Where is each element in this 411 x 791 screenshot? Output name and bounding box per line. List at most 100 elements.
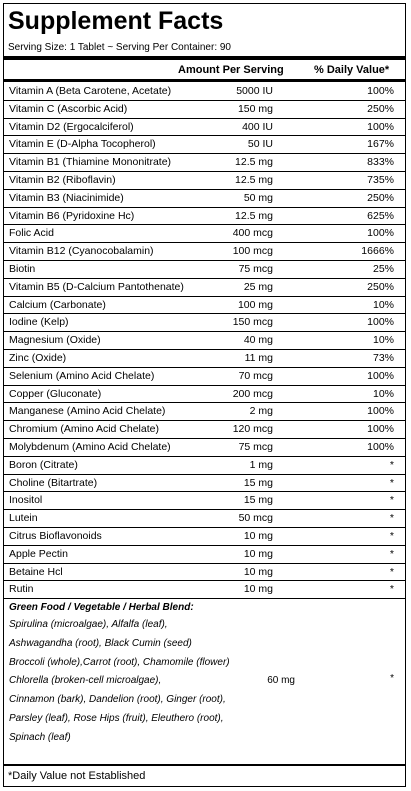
- daily-value: 250%: [367, 102, 394, 115]
- amount: 400 IU: [242, 120, 273, 133]
- amount: 150 mg: [237, 102, 273, 115]
- row-rule: [3, 455, 406, 457]
- blend-daily-value: *: [390, 673, 394, 684]
- nutrient-name: Lutein: [9, 512, 38, 525]
- row-rule: [3, 99, 406, 101]
- daily-value: 25%: [372, 263, 394, 275]
- amount: 15 mg: [243, 494, 273, 507]
- nutrient-name: Citrus Bioflavonoids: [9, 530, 102, 542]
- nutrient-name: Vitamin E (D-Alpha Tocopherol): [9, 138, 156, 151]
- nutrient-name: Zinc (Oxide): [9, 352, 67, 364]
- amount: 150 mcg: [232, 316, 273, 329]
- nutrient-name: Vitamin B3 (Niacinimide): [9, 191, 124, 204]
- nutrient-name: Vitamin B1 (Thiamine Mononitrate): [9, 156, 172, 169]
- daily-value: *: [389, 530, 394, 542]
- daily-value: 100%: [367, 423, 394, 436]
- row-rule: [3, 135, 406, 137]
- amount: 10 mg: [243, 565, 273, 578]
- thick-rule: [3, 764, 406, 766]
- daily-value: *: [389, 512, 394, 525]
- nutrient-name: Choline (Bitartrate): [9, 476, 98, 489]
- daily-value: *: [389, 583, 394, 596]
- row-rule: [3, 277, 406, 279]
- row-rule: [3, 171, 406, 172]
- row-rule: [3, 260, 406, 261]
- column-header: Amount Per Serving: [178, 64, 284, 76]
- amount: 25 mg: [243, 280, 273, 293]
- amount: 10 mg: [243, 547, 273, 560]
- daily-value: 735%: [367, 174, 394, 186]
- row-rule: [3, 580, 406, 582]
- blend-line: Parsley (leaf), Rose Hips (fruit), Eleut…: [9, 713, 224, 724]
- amount: 5000 IU: [236, 85, 273, 97]
- row-rule: [3, 402, 406, 404]
- amount: 10 mg: [243, 530, 273, 542]
- daily-value: 167%: [367, 138, 394, 151]
- row-rule: [3, 420, 406, 422]
- nutrient-name: Boron (Citrate): [9, 458, 78, 471]
- daily-value: 10%: [372, 387, 394, 400]
- amount: 70 mcg: [238, 369, 273, 382]
- row-rule: [3, 117, 406, 119]
- nutrient-name: Molybdenum (Amino Acid Chelate): [9, 441, 171, 453]
- row-rule: [3, 384, 406, 386]
- nutrient-name: Copper (Gluconate): [9, 387, 102, 400]
- daily-value: 1666%: [361, 245, 394, 258]
- daily-value: 73%: [372, 352, 394, 364]
- row-rule: [3, 331, 406, 333]
- nutrient-name: Magnesium (Oxide): [9, 334, 101, 347]
- blend-line: Spinach (leaf): [9, 731, 71, 743]
- daily-value: 10%: [372, 334, 394, 347]
- daily-value: 100%: [367, 85, 394, 97]
- row-rule: [3, 544, 406, 546]
- nutrient-name: Rutin: [9, 583, 34, 596]
- amount: 40 mg: [243, 334, 273, 347]
- daily-value: 100%: [367, 227, 394, 240]
- title: Supplement Facts: [8, 7, 224, 35]
- daily-value: 250%: [367, 280, 394, 293]
- amount: 15 mg: [243, 476, 273, 489]
- nutrient-name: Vitamin C (Ascorbic Acid): [9, 102, 128, 115]
- daily-value: 625%: [367, 209, 394, 222]
- daily-value: 100%: [367, 120, 394, 133]
- row-rule: [3, 153, 406, 155]
- amount: 200 mcg: [232, 387, 273, 400]
- thick-rule: [3, 56, 406, 60]
- nutrient-name: Vitamin B12 (Cyanocobalamin): [9, 245, 154, 258]
- daily-value: *: [389, 565, 394, 578]
- amount: 12.5 mg: [235, 156, 273, 169]
- row-rule: [3, 509, 406, 511]
- nutrient-name: Chromium (Amino Acid Chelate): [9, 423, 159, 436]
- blend-line: Cinnamon (bark), Dandelion (root), Ginge…: [9, 694, 226, 706]
- amount: 12.5 mg: [235, 209, 273, 222]
- blend-line: Spirulina (microalgae), Alfalfa (leaf),: [9, 619, 168, 630]
- nutrient-name: Calcium (Carbonate): [9, 298, 106, 311]
- amount: 11 mg: [244, 352, 273, 364]
- daily-value: 100%: [367, 405, 394, 418]
- row-rule: [3, 491, 406, 493]
- blend-line: Ashwagandha (root), Black Cumin (seed): [9, 637, 192, 649]
- blend-line: Chlorella (broken-cell microalgae),: [9, 675, 162, 687]
- row-rule: [3, 313, 406, 315]
- daily-value: *: [389, 494, 394, 507]
- nutrient-name: Iodine (Kelp): [9, 316, 69, 329]
- blend-title: Green Food / Vegetable / Herbal Blend:: [9, 602, 194, 613]
- footnote: *Daily Value not Established: [8, 770, 146, 782]
- nutrient-name: Vitamin B2 (Riboflavin): [9, 174, 116, 186]
- amount: 50 mcg: [238, 512, 273, 525]
- daily-value: *: [389, 458, 394, 471]
- nutrient-name: Manganese (Amino Acid Chelate): [9, 405, 166, 418]
- nutrient-name: Vitamin D2 (Ergocalciferol): [9, 120, 134, 133]
- amount: 400 mcg: [232, 227, 273, 240]
- row-rule: [3, 438, 406, 439]
- daily-value: 250%: [367, 191, 394, 204]
- row-rule: [3, 473, 406, 475]
- daily-value: 833%: [367, 156, 394, 169]
- amount: 50 mg: [243, 191, 273, 204]
- blend-line: Broccoli (whole),Carrot (root), Chamomil…: [9, 656, 230, 668]
- amount: 75 mcg: [238, 263, 273, 275]
- amount: 50 IU: [247, 138, 273, 151]
- row-rule: [3, 206, 406, 208]
- daily-value: 100%: [367, 316, 394, 329]
- blend-amount: 60 mg: [267, 675, 295, 686]
